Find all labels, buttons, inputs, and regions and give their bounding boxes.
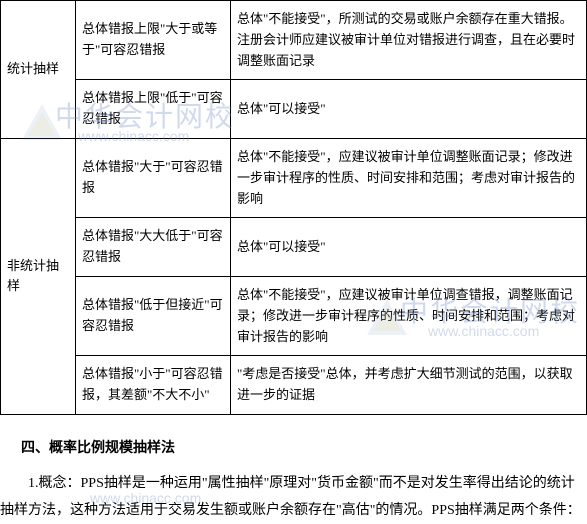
table-row: 总体错报"低于但接近"可容忍错报 总体"不能接受"，应建议被审计单位调查错报，调… — [1, 276, 587, 355]
result-cell: 总体"可以接受" — [231, 218, 587, 277]
table-row: 非统计抽样 总体错报"大于"可容忍错报 总体"不能接受"，应建议被审计单位调整账… — [1, 138, 587, 217]
condition-cell: 总体错报"低于但接近"可容忍错报 — [76, 276, 231, 355]
result-cell: "考虑是否接受"总体，并考虑扩大细节测试的范围，以获取进一步的证据 — [231, 356, 587, 415]
condition-cell: 总体错报"大大低于"可容忍错报 — [76, 218, 231, 277]
category-cell: 统计抽样 — [1, 1, 76, 139]
table-row: 总体错报"小于"可容忍错报，其差额"不大不小" "考虑是否接受"总体，并考虑扩大… — [1, 356, 587, 415]
condition-cell: 总体错报上限"低于"可容忍错报 — [76, 80, 231, 139]
result-cell: 总体"不能接受"，所测试的交易或账户余额存在重大错报。注册会计师应建议被审计单位… — [231, 1, 587, 80]
sampling-table: 统计抽样 总体错报上限"大于或等于"可容忍错报 总体"不能接受"，所测试的交易或… — [0, 0, 587, 415]
condition-cell: 总体错报"大于"可容忍错报 — [76, 138, 231, 217]
result-cell: 总体"不能接受"，应建议被审计单位调整账面记录；修改进一步审计程序的性质、时间安… — [231, 138, 587, 217]
section-heading: 四、概率比例规模抽样法 — [0, 437, 587, 457]
table-row: 总体错报上限"低于"可容忍错报 总体"可以接受" — [1, 80, 587, 139]
condition-cell: 总体错报上限"大于或等于"可容忍错报 — [76, 1, 231, 80]
result-cell: 总体"不能接受"，应建议被审计单位调查错报，调整账面记录；修改进一步审计程序的性… — [231, 276, 587, 355]
body-paragraph: 1.概念：PPS抽样是一种运用"属性抽样"原理对"货币金额"而不是对发生率得出结… — [0, 471, 587, 524]
result-cell: 总体"可以接受" — [231, 80, 587, 139]
table-row: 统计抽样 总体错报上限"大于或等于"可容忍错报 总体"不能接受"，所测试的交易或… — [1, 1, 587, 80]
condition-cell: 总体错报"小于"可容忍错报，其差额"不大不小" — [76, 356, 231, 415]
category-cell: 非统计抽样 — [1, 138, 76, 414]
table-row: 总体错报"大大低于"可容忍错报 总体"可以接受" — [1, 218, 587, 277]
